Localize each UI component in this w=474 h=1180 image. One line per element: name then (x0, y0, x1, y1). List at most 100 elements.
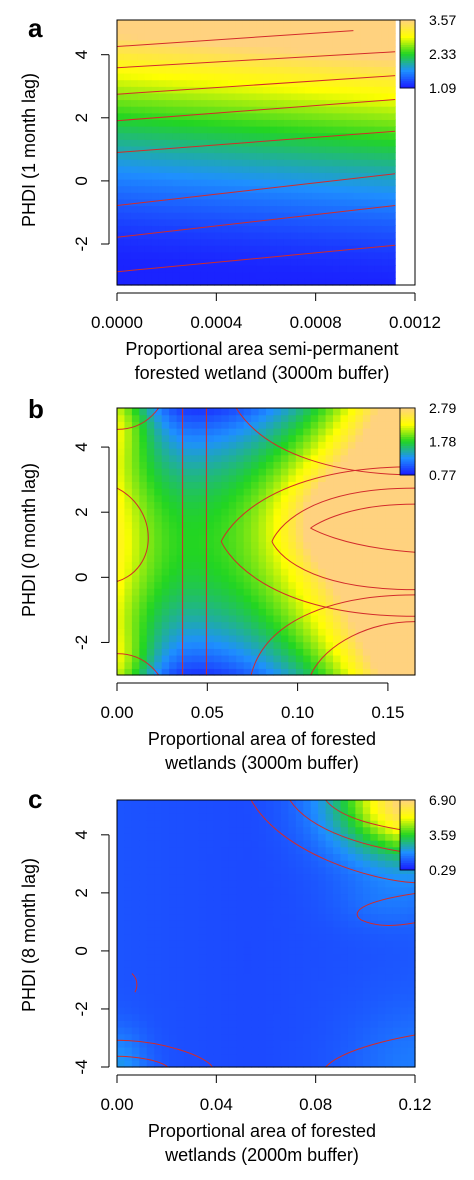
heatmap-cell (169, 528, 178, 536)
heatmap-cell (377, 986, 386, 995)
heatmap-cell (206, 534, 215, 543)
x-tick-label: 0.10 (281, 703, 314, 722)
heatmap-cell (388, 112, 396, 120)
heatmap-cell (251, 906, 260, 915)
heatmap-cell (117, 265, 125, 273)
heatmap-cell (280, 574, 289, 583)
heatmap-cell (243, 866, 252, 875)
heatmap-cell (169, 920, 178, 928)
heatmap-cell (388, 26, 396, 34)
heatmap-cell (370, 628, 379, 636)
heatmap-cell (242, 53, 250, 61)
heatmap-cell (206, 886, 215, 895)
heatmap-cell (360, 225, 368, 233)
heatmap-cell (370, 800, 379, 808)
heatmap-cell (236, 534, 245, 543)
heatmap-cell (263, 99, 271, 107)
heatmap-cell (374, 46, 382, 54)
heatmap-cell (198, 1046, 207, 1055)
heatmap-cell (236, 980, 245, 988)
heatmap-cell (288, 521, 297, 529)
heatmap-cell (400, 621, 409, 629)
heatmap-cell (290, 46, 299, 54)
heatmap-cell (377, 461, 386, 469)
heatmap-cell (303, 661, 312, 669)
heatmap-cell (251, 441, 260, 449)
heatmap-cell (385, 628, 394, 636)
heatmap-cell (310, 820, 319, 828)
heatmap-cell (377, 514, 386, 523)
heatmap-cell (146, 826, 155, 834)
heatmap-cell (303, 960, 312, 968)
heatmap-cell (388, 238, 396, 246)
heatmap-cell (318, 654, 327, 663)
heatmap-cell (311, 39, 320, 48)
heatmap-cell (266, 933, 275, 941)
heatmap-cell (198, 873, 207, 881)
heatmap-cell (311, 126, 320, 134)
y-tick-label: 0 (72, 176, 91, 185)
heatmap-cell (200, 251, 208, 260)
heatmap-cell (392, 528, 401, 536)
heatmap-cell (258, 614, 267, 623)
heatmap-cell (139, 594, 148, 603)
heatmap-cell (381, 92, 389, 101)
heatmap-cell (184, 628, 193, 636)
heatmap-cell (346, 165, 355, 173)
heatmap-cell (297, 165, 306, 173)
heatmap-cell (172, 278, 181, 286)
heatmap-cell (251, 508, 260, 516)
heatmap-cell (172, 159, 181, 167)
heatmap-cell (221, 212, 229, 220)
heatmap-cell (235, 251, 243, 260)
chart-panel-a: a 3.572.331.090.0000 0.0004 0.0008 0.0012Pro… (19, 12, 456, 383)
heatmap-cell (360, 46, 368, 54)
heatmap-cell (303, 594, 312, 603)
heatmap-cell (198, 534, 207, 543)
heatmap-cell (251, 414, 260, 422)
heatmap-cell (325, 99, 334, 107)
heatmap-cell (213, 906, 222, 915)
heatmap-cell (266, 986, 275, 995)
heatmap-cell (131, 953, 140, 961)
heatmap-cell (347, 534, 356, 543)
heatmap-cell (176, 668, 185, 676)
y-tick-label: -2 (72, 635, 91, 650)
heatmap-cell (340, 608, 349, 616)
heatmap-cell (251, 488, 260, 496)
heatmap-cell (236, 886, 245, 895)
heatmap-cell (310, 840, 319, 848)
heatmap-cell (263, 165, 271, 173)
heatmap-cell (251, 940, 260, 948)
heatmap-cell (310, 574, 319, 583)
colorbar-tick-label: 1.09 (429, 80, 456, 96)
heatmap-cell (340, 621, 349, 629)
heatmap-cell (191, 614, 200, 623)
heatmap-cell (193, 271, 202, 279)
heatmap-cell (186, 39, 195, 48)
heatmap-cell (236, 986, 245, 995)
heatmap-cell (151, 198, 160, 207)
heatmap-cell (295, 1053, 304, 1061)
heatmap-cell (242, 20, 250, 28)
heatmap-cell (377, 1020, 386, 1028)
heatmap-cell (374, 39, 382, 48)
contour-line (220, 466, 416, 617)
heatmap-cell (186, 172, 195, 180)
heatmap-cell (165, 66, 174, 74)
heatmap-cell (263, 159, 271, 167)
heatmap-cell (273, 668, 282, 676)
heatmap-cell (374, 265, 382, 273)
colorbar-cell (400, 54, 415, 57)
heatmap-cell (251, 581, 260, 589)
heatmap-cell (325, 139, 334, 147)
heatmap-cell (303, 946, 312, 955)
heatmap-cell (130, 245, 139, 253)
colorbar-tick-label: 3.57 (429, 12, 456, 28)
heatmap-cell (318, 53, 327, 61)
heatmap-cell (154, 588, 163, 596)
heatmap-cell (228, 414, 237, 422)
heatmap-cell (124, 454, 133, 462)
heatmap-cell (213, 986, 222, 995)
